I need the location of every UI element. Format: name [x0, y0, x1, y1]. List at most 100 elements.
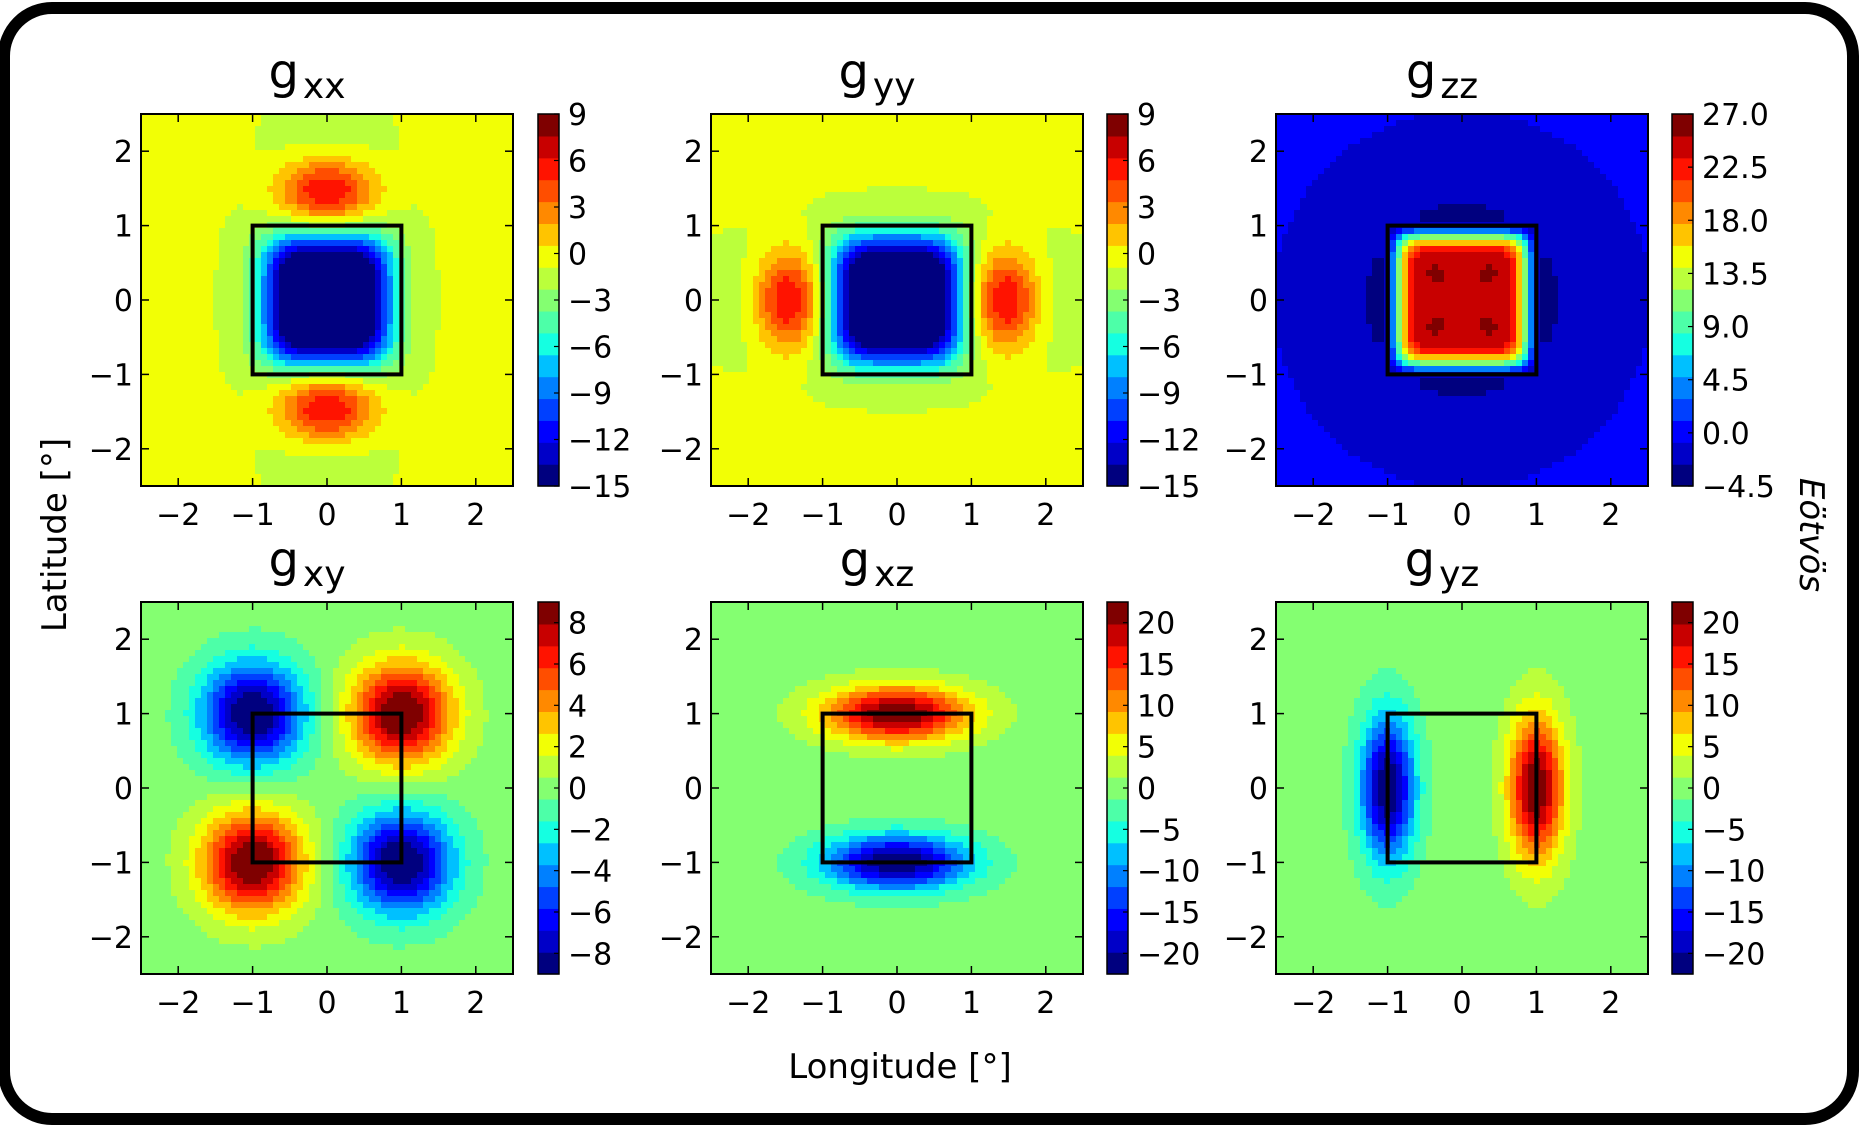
heatmap-cell [255, 342, 262, 349]
heatmap-cell [423, 150, 430, 157]
heatmap-cell [315, 264, 322, 271]
heatmap-cell [741, 144, 748, 151]
heatmap-cell [477, 168, 484, 175]
heatmap-cell [969, 204, 976, 211]
heatmap-cell [171, 456, 178, 463]
heatmap-cell [201, 414, 208, 421]
heatmap-cell [147, 216, 154, 223]
heatmap-cell [327, 126, 334, 133]
heatmap-cell [843, 126, 850, 133]
heatmap-cell [231, 420, 238, 427]
heatmap-cell [435, 384, 442, 391]
heatmap-cell [483, 282, 490, 289]
heatmap-cell [951, 210, 958, 217]
heatmap-cell [339, 198, 346, 205]
heatmap-cell [327, 210, 334, 217]
heatmap-cell [849, 138, 856, 145]
heatmap-cell [417, 408, 424, 415]
heatmap-cell [357, 378, 364, 385]
heatmap-cell [291, 198, 298, 205]
heatmap-cell [975, 192, 982, 199]
heatmap-cell [1023, 168, 1030, 175]
heatmap-cell [423, 342, 430, 349]
heatmap-cell [183, 318, 190, 325]
heatmap-cell [273, 462, 280, 469]
heatmap-cell [387, 438, 394, 445]
heatmap-cell [759, 120, 766, 127]
heatmap-cell [279, 234, 286, 241]
heatmap-cell [459, 324, 466, 331]
heatmap-cell [501, 312, 508, 319]
heatmap-cell [159, 222, 166, 229]
heatmap-cell [753, 192, 760, 199]
heatmap-cell [225, 474, 232, 481]
heatmap-cell [267, 408, 274, 415]
heatmap-cell [339, 384, 346, 391]
heatmap-cell [273, 228, 280, 235]
heatmap-cell [993, 132, 1000, 139]
heatmap-cell [417, 390, 424, 397]
heatmap-cell [981, 144, 988, 151]
heatmap-cell [315, 192, 322, 199]
heatmap-cell [453, 270, 460, 277]
heatmap-cell [465, 120, 472, 127]
heatmap-cell [747, 168, 754, 175]
heatmap-cell [489, 258, 496, 265]
heatmap-cell [417, 342, 424, 349]
heatmap-cell [159, 366, 166, 373]
heatmap-cell [375, 474, 382, 481]
heatmap-cell [987, 126, 994, 133]
heatmap-cell [291, 228, 298, 235]
heatmap-cell [183, 246, 190, 253]
heatmap-cell [405, 264, 412, 271]
heatmap-cell [1023, 126, 1030, 133]
heatmap-cell [771, 126, 778, 133]
heatmap-cell [825, 144, 832, 151]
heatmap-cell [321, 252, 328, 259]
heatmap-cell [777, 120, 784, 127]
heatmap-cell [453, 228, 460, 235]
heatmap-cell [765, 126, 772, 133]
heatmap-cell [291, 138, 298, 145]
heatmap-cell [249, 426, 256, 433]
heatmap-cell [315, 408, 322, 415]
heatmap-cell [177, 240, 184, 247]
heatmap-cell [477, 348, 484, 355]
heatmap-cell [477, 456, 484, 463]
heatmap-cell [327, 300, 334, 307]
heatmap-cell [489, 276, 496, 283]
heatmap-cell [321, 270, 328, 277]
heatmap-cell [243, 438, 250, 445]
heatmap-cell [777, 186, 784, 193]
heatmap-cell [231, 270, 238, 277]
heatmap-cell [369, 432, 376, 439]
heatmap-cell [903, 204, 910, 211]
heatmap-cell [327, 306, 334, 313]
heatmap-cell [183, 420, 190, 427]
heatmap-cell [357, 318, 364, 325]
heatmap-cell [1053, 186, 1060, 193]
heatmap-cell [297, 432, 304, 439]
heatmap-cell [483, 258, 490, 265]
heatmap-cell [471, 342, 478, 349]
heatmap-cell [831, 210, 838, 217]
heatmap-cell [177, 462, 184, 469]
heatmap-cell [777, 192, 784, 199]
heatmap-cell [495, 120, 502, 127]
heatmap-cell [405, 126, 412, 133]
heatmap-cell [393, 270, 400, 277]
heatmap-cell [393, 306, 400, 313]
heatmap-cell [177, 312, 184, 319]
heatmap-cell [171, 180, 178, 187]
heatmap-cell [1005, 210, 1012, 217]
heatmap-cell [345, 342, 352, 349]
heatmap-cell [309, 402, 316, 409]
heatmap-cell [927, 192, 934, 199]
heatmap-cell [303, 348, 310, 355]
heatmap-cell [423, 210, 430, 217]
heatmap-cell [345, 360, 352, 367]
heatmap-cell [351, 354, 358, 361]
heatmap-cell [321, 132, 328, 139]
heatmap-cell [459, 462, 466, 469]
heatmap-cell [417, 300, 424, 307]
